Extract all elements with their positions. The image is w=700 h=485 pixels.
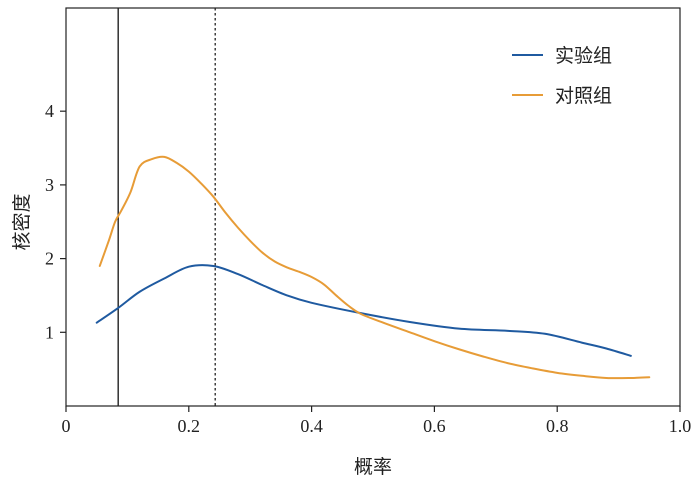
y-axis-title: 核密度 [11, 193, 33, 250]
y-axis: 1 2 3 4 [45, 101, 66, 342]
x-tick-label: 0 [62, 416, 71, 436]
x-tick-label: 0.2 [178, 416, 201, 436]
series-line-2 [98, 155, 651, 380]
series-layer [95, 155, 651, 380]
x-tick-label: 1.0 [669, 416, 692, 436]
plot-frame [65, 7, 681, 407]
x-tick-label: 0.8 [546, 416, 569, 436]
legend-label-2: 对照组 [555, 85, 612, 107]
series-line-1 [95, 264, 632, 357]
legend-label-1: 实验组 [555, 45, 612, 67]
x-tick-label: 0.4 [300, 416, 323, 436]
x-axis: 0 0.2 0.4 0.6 0.8 1.0 [62, 406, 692, 436]
reference-lines [117, 8, 216, 406]
y-tick-label: 2 [45, 249, 54, 269]
x-axis-title: 概率 [354, 456, 392, 478]
y-tick-label: 1 [45, 322, 54, 342]
y-tick-label: 3 [45, 175, 54, 195]
y-tick-label: 4 [45, 101, 54, 121]
x-tick-label: 0.6 [423, 416, 446, 436]
